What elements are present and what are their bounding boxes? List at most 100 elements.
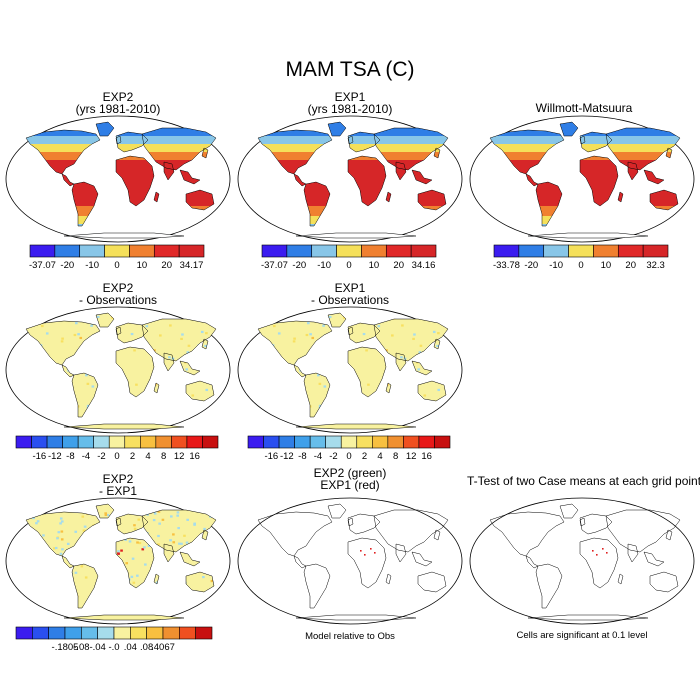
panel-title-line1: EXP2 (green) <box>313 466 387 480</box>
coastline <box>257 511 333 557</box>
colorbar-box <box>387 435 404 449</box>
difference-cell <box>240 412 243 414</box>
colorbar-tick-label: 34.17 <box>180 260 204 271</box>
difference-cell <box>77 333 80 336</box>
difference-cell <box>213 514 216 517</box>
colorbar-box <box>286 244 313 258</box>
colorbar-box <box>593 244 619 258</box>
difference-cell <box>226 524 229 526</box>
colorbar-tick-label: -12 <box>280 451 294 462</box>
difference-cell <box>273 324 276 328</box>
difference-cell <box>391 334 394 337</box>
coastline <box>347 322 381 344</box>
panel-title-line1: T-Test of two Case means at each grid po… <box>466 474 700 488</box>
coastline <box>579 131 613 153</box>
coastline <box>527 614 649 621</box>
coastline <box>95 503 115 519</box>
panel-title-line2: - Observations <box>310 293 390 307</box>
colorbar-box <box>372 435 389 449</box>
colorbar-tick-label: -4 <box>314 451 322 462</box>
difference-cell <box>57 531 61 534</box>
colorbar-box <box>263 435 280 449</box>
colorbar-exp2: -37.07 -20 -10 0 10 20 34.17 <box>29 244 205 271</box>
coastline <box>185 380 215 402</box>
difference-cell <box>222 331 225 333</box>
difference-cell <box>191 394 195 397</box>
difference-cell <box>195 313 199 316</box>
difference-cell <box>178 542 181 545</box>
coastline <box>373 509 449 553</box>
difference-cell <box>227 392 230 394</box>
coastline <box>25 129 101 175</box>
colorbar-box <box>15 626 33 640</box>
map-ttest <box>469 497 695 625</box>
difference-cell <box>60 538 64 541</box>
difference-cell <box>23 506 26 508</box>
difference-cell <box>436 344 439 348</box>
difference-cell <box>117 552 120 555</box>
colorbar-box <box>29 244 56 258</box>
colorbar-tick-label: -37.07 <box>29 260 56 271</box>
difference-cell <box>231 597 232 599</box>
difference-cell <box>79 336 83 340</box>
coastline <box>579 517 586 527</box>
coastline <box>347 537 387 589</box>
colorbar-tick-label: 10 <box>137 260 148 271</box>
difference-cell <box>6 544 9 546</box>
difference-cell <box>35 522 38 525</box>
difference-cell <box>120 549 123 552</box>
panel-title-ttest: T-Test of two Case means at each grid po… <box>454 475 700 487</box>
colorbar-box <box>155 435 172 449</box>
difference-cell <box>307 322 310 325</box>
difference-cell <box>450 316 453 318</box>
coastline <box>71 563 99 609</box>
coastline <box>303 563 331 609</box>
difference-cell <box>454 331 457 333</box>
coastline <box>433 338 441 350</box>
coastline <box>185 571 215 593</box>
difference-cell <box>54 546 58 550</box>
difference-cell <box>117 550 120 553</box>
colorbar-box <box>568 244 594 258</box>
difference-cell <box>183 534 186 537</box>
difference-cell <box>422 420 426 424</box>
coastline <box>63 614 185 621</box>
difference-cell <box>185 368 189 371</box>
difference-cell <box>210 579 214 583</box>
coastline <box>295 614 417 621</box>
colorbar-tick-label: 0 <box>346 260 351 271</box>
difference-cell <box>42 504 45 507</box>
coastline <box>665 529 673 541</box>
coastline <box>649 571 679 593</box>
difference-cell <box>419 344 423 347</box>
colorbar-tick-label: 10 <box>601 260 612 271</box>
difference-cell <box>230 576 232 578</box>
colorbar-exp1: -37.07 -20 -10 0 10 20 34.16 <box>261 244 437 271</box>
coastline <box>63 232 185 239</box>
difference-cell <box>205 332 208 335</box>
difference-cell <box>74 571 78 574</box>
colorbar-box <box>81 626 98 640</box>
colorbar-box <box>104 244 130 258</box>
colorbar-graphic: -37.07 -20 -10 0 10 20 34.17 <box>29 244 205 271</box>
difference-cell <box>318 382 322 385</box>
difference-cell <box>85 374 88 377</box>
coastline <box>115 346 155 398</box>
difference-cell <box>367 383 370 386</box>
panel-title-line1: EXP2 <box>102 472 134 486</box>
coastline <box>115 326 122 336</box>
colorbar-tick-label: 12 <box>406 451 417 462</box>
difference-cell <box>39 316 43 320</box>
difference-cell <box>218 316 221 318</box>
colorbar-graphic: -.1805-.08 -.04 -.0 .04.08.4067 <box>15 626 213 653</box>
difference-cell <box>31 602 35 606</box>
significant-cell <box>374 552 376 554</box>
colorbar-tick-label: 20 <box>161 260 172 271</box>
difference-cell <box>437 332 440 335</box>
difference-cell <box>128 540 132 543</box>
difference-cell <box>202 575 205 579</box>
colorbar-tick-label: -2 <box>329 451 337 462</box>
colorbar-graphic: -33.78 -20 -10 0 10 20 32.3 <box>493 244 669 271</box>
difference-cell <box>6 587 9 589</box>
difference-cell <box>451 418 454 420</box>
